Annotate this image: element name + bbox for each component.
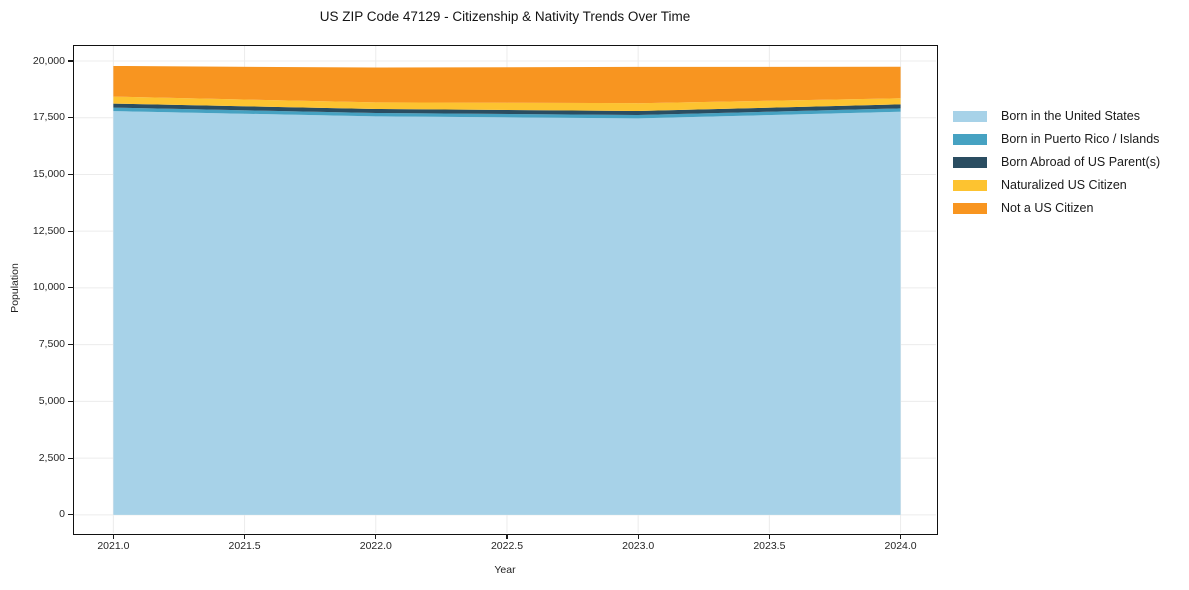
y-tick-mark	[68, 117, 74, 119]
y-tick-label: 15,000	[32, 167, 65, 180]
legend-swatch-icon	[953, 203, 987, 214]
x-tick-label: 2023.5	[753, 540, 786, 552]
legend-swatch-icon	[953, 157, 987, 168]
x-tick-label: 2023.0	[622, 540, 655, 552]
area-born-in-puerto-rico-islands	[112, 107, 901, 118]
legend-item: Born in the United States	[953, 105, 1160, 128]
y-tick-mark	[68, 287, 74, 289]
y-tick-label: 10,000	[32, 281, 65, 294]
legend: Born in the United States Born in Puerto …	[953, 105, 1160, 220]
legend-swatch-icon	[953, 180, 987, 191]
plot-area	[72, 44, 938, 535]
y-tick-mark	[68, 230, 74, 232]
area-not-a-us-citizen	[112, 65, 901, 103]
y-tick-label: 2,500	[38, 451, 65, 464]
area-born-abroad-of-us-parent-s	[112, 103, 901, 115]
legend-label: Not a US Citizen	[1001, 201, 1094, 215]
x-tick-mark	[244, 533, 246, 539]
y-tick-label: 12,500	[32, 224, 65, 237]
y-tick-mark	[68, 514, 74, 516]
x-tick-mark	[768, 533, 770, 539]
y-tick-label: 20,000	[32, 54, 65, 67]
legend-swatch-icon	[953, 134, 987, 145]
x-tick-mark	[375, 533, 377, 539]
y-tick-mark	[68, 173, 74, 175]
chart-title: US ZIP Code 47129 - Citizenship & Nativi…	[319, 9, 691, 24]
y-tick-mark	[68, 344, 74, 346]
area-naturalized-us-citizen	[112, 96, 901, 111]
x-tick-label: 2022.0	[359, 540, 392, 552]
legend-label: Born in Puerto Rico / Islands	[1001, 132, 1160, 146]
x-tick-label: 2022.5	[490, 540, 524, 552]
y-tick-mark	[68, 457, 74, 459]
x-tick-mark	[900, 533, 902, 539]
x-tick-mark	[637, 533, 639, 539]
legend-label: Born Abroad of US Parent(s)	[1001, 155, 1161, 169]
x-tick-mark	[112, 533, 114, 539]
x-tick-label: 2024.0	[884, 540, 917, 552]
legend-item: Naturalized US Citizen	[953, 174, 1160, 197]
y-tick-label: 7,500	[38, 338, 65, 351]
legend-item: Not a US Citizen	[953, 197, 1160, 220]
x-axis-label: Year	[494, 564, 516, 576]
x-tick-label: 2021.0	[97, 540, 130, 552]
y-tick-label: 17,500	[32, 111, 65, 124]
legend-label: Born in the United States	[1001, 109, 1140, 123]
x-tick-label: 2021.5	[228, 540, 261, 552]
legend-label: Naturalized US Citizen	[1001, 178, 1127, 192]
y-tick-label: 0	[59, 508, 65, 521]
y-tick-mark	[68, 400, 74, 402]
y-tick-mark	[68, 60, 74, 62]
area-born-in-the-united-states	[112, 110, 901, 515]
legend-item: Born in Puerto Rico / Islands	[953, 128, 1160, 151]
y-tick-label: 5,000	[38, 394, 65, 407]
stacked-area-svg	[73, 45, 936, 533]
x-tick-mark	[506, 533, 508, 539]
legend-item: Born Abroad of US Parent(s)	[953, 151, 1160, 174]
legend-swatch-icon	[953, 111, 987, 122]
